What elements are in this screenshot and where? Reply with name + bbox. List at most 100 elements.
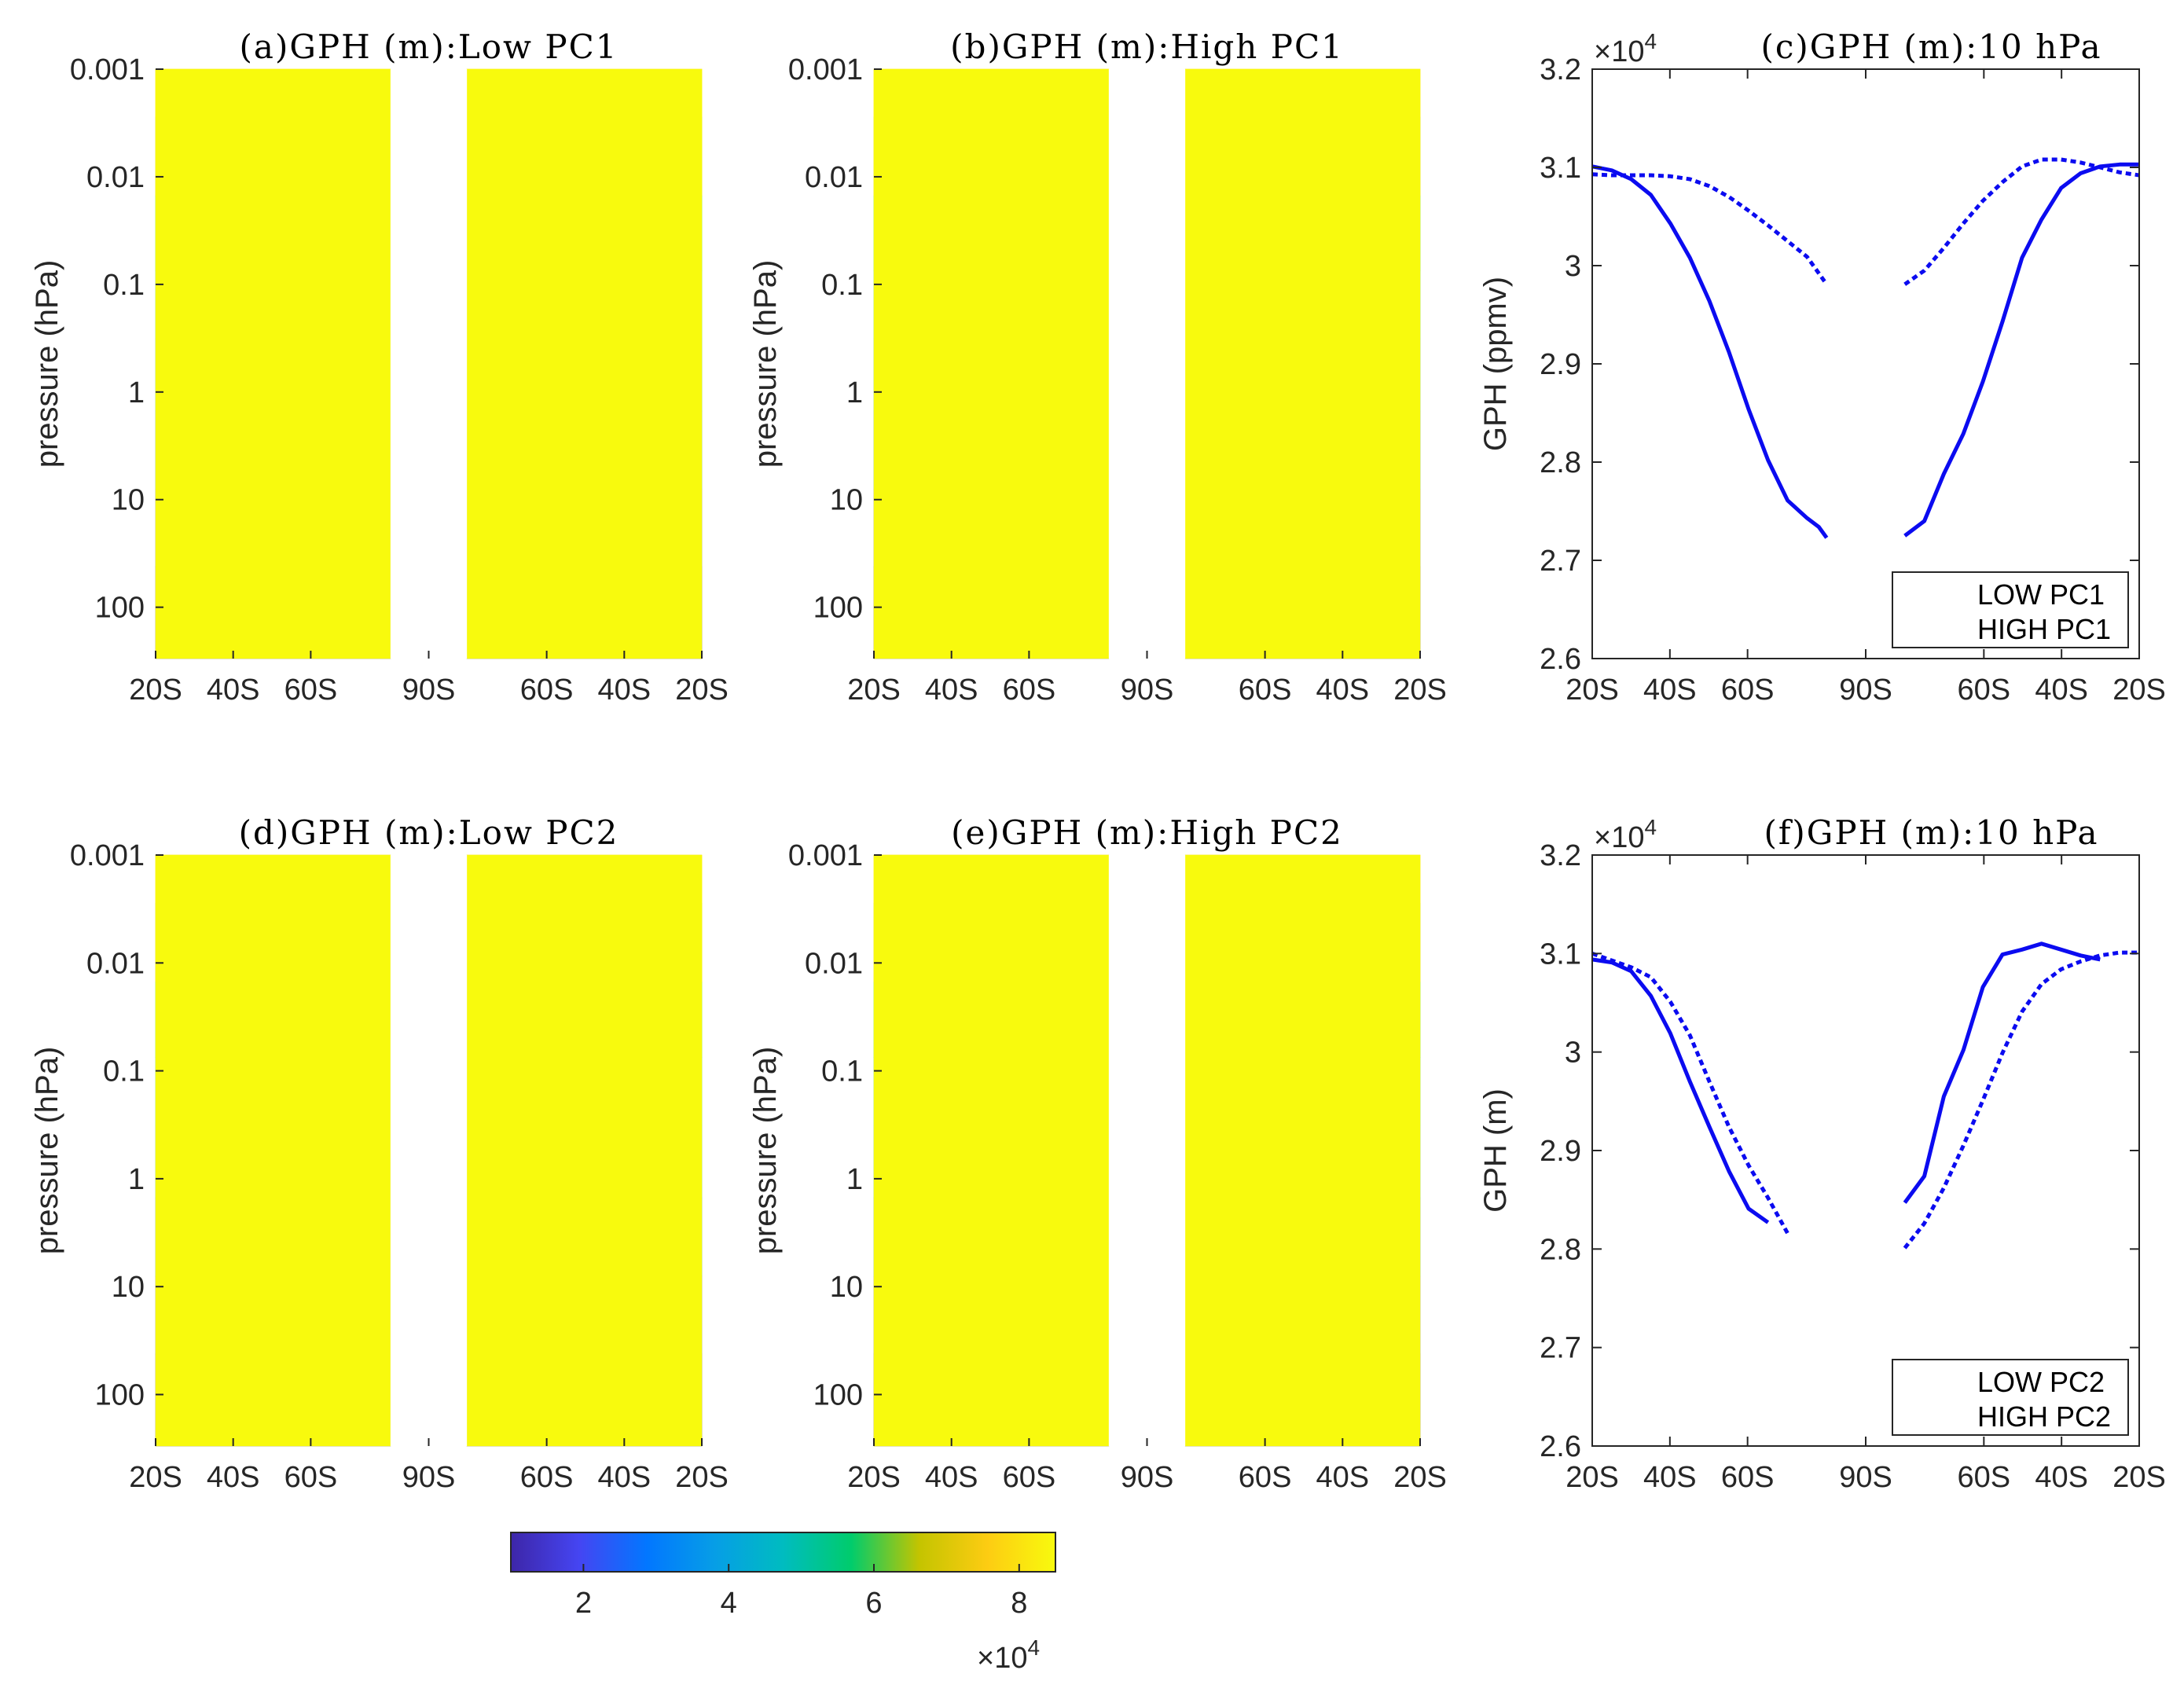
- polar-gap-b: [1108, 69, 1186, 659]
- colorbar-exponent: ×104: [977, 1635, 1040, 1675]
- y-tick-label-f: 2.8: [1540, 1233, 1581, 1266]
- contour-band-a-1-8: [466, 68, 703, 659]
- legend-label-1: HIGH PC2: [1977, 1400, 2111, 1433]
- y-tick-label-e: 10: [830, 1271, 863, 1304]
- series-low-pc1-right: [1903, 157, 2140, 286]
- exponent-power: 4: [1644, 29, 1657, 53]
- y-axis-label-c: GPH (ppmv): [1478, 277, 1513, 451]
- panel-title-c: (c)GPH (m):10 hPa: [1760, 28, 2101, 66]
- legend-box-c: [1892, 571, 2129, 648]
- panel-title-d: (d)GPH (m):Low PC2: [239, 813, 619, 852]
- x-tick-label-b: 40S: [925, 674, 978, 707]
- contour-band-d-0-8: [155, 854, 391, 1447]
- x-tick-label-a: 20S: [675, 674, 729, 707]
- x-tick-label-f: 40S: [2035, 1461, 2088, 1494]
- y-tick-label-a: 0.001: [70, 53, 145, 86]
- x-tick-label-b: 60S: [1003, 674, 1056, 707]
- x-tick-label-b: 20S: [1393, 674, 1447, 707]
- colorbar: 2 4 6 8 ×104: [510, 1532, 1056, 1675]
- y-tick-label-d: 1: [128, 1163, 145, 1196]
- y-tick-label-b: 10: [830, 484, 863, 517]
- y-tick-label-f: 2.7: [1540, 1332, 1581, 1365]
- contour-fills: [155, 68, 1421, 1447]
- series-high-pc1-left: [1591, 164, 1829, 539]
- contour-band-e-0-8: [873, 854, 1110, 1447]
- colorbar-tick-label: 8: [1011, 1587, 1027, 1620]
- y-exponent-f: ×104: [1594, 815, 1657, 854]
- legend-box-f: [1892, 1359, 2129, 1436]
- x-tick-label-d: 90S: [402, 1461, 456, 1494]
- y-tick-label-e: 100: [813, 1378, 863, 1411]
- x-tick-label-d: 60S: [520, 1461, 574, 1494]
- panel-title-e: (e)GPH (m):High PC2: [951, 813, 1343, 852]
- series-low-pc1-left: [1591, 172, 1829, 286]
- x-tick-label-f: 40S: [1643, 1461, 1697, 1494]
- y-tick-label-a: 0.1: [103, 269, 145, 302]
- y-tick-label-a: 1: [128, 376, 145, 409]
- x-tick-label-d: 20S: [129, 1461, 182, 1494]
- y-tick-label-f: 3.1: [1540, 938, 1581, 971]
- contour-band-d-1-8: [466, 854, 703, 1447]
- x-tick-label-c: 60S: [1721, 674, 1775, 707]
- y-tick-label-a: 0.01: [86, 161, 145, 194]
- y-tick-label-e: 0.1: [821, 1055, 863, 1088]
- series-low-pc2-left: [1591, 951, 1789, 1235]
- colorbar-bar: [510, 1532, 1056, 1573]
- x-tick-label-a: 20S: [129, 674, 182, 707]
- panel-title-f: (f)GPH (m):10 hPa: [1764, 813, 2098, 852]
- x-tick-label-b: 40S: [1316, 674, 1369, 707]
- series-high-pc1-right: [1903, 162, 2139, 538]
- contour-band-b-0-8: [873, 68, 1110, 659]
- y-tick-label-c: 3.1: [1540, 152, 1581, 185]
- y-tick-label-e: 0.001: [788, 839, 863, 872]
- exponent-power: 4: [1644, 815, 1657, 839]
- series-low-pc2-right: [1903, 950, 2139, 1250]
- contour-band-e-1-8: [1184, 854, 1421, 1447]
- x-tick-label-c: 90S: [1839, 674, 1892, 707]
- colorbar-tick-label: 6: [865, 1587, 882, 1620]
- panel-title-a: (a)GPH (m):Low PC1: [240, 28, 618, 66]
- y-tick-label-e: 1: [846, 1163, 863, 1196]
- y-tick-label-f: 3.2: [1540, 839, 1581, 872]
- y-tick-label-c: 2.6: [1540, 643, 1581, 676]
- x-tick-label-a: 60S: [284, 674, 338, 707]
- x-tick-label-d: 40S: [597, 1461, 651, 1494]
- series-high-pc2-right: [1903, 941, 2101, 1204]
- x-tick-label-b: 90S: [1121, 674, 1174, 707]
- y-tick-label-b: 0.1: [821, 269, 863, 302]
- x-tick-label-f: 20S: [2112, 1461, 2166, 1494]
- exponent-power: 4: [1027, 1635, 1040, 1660]
- y-tick-label-e: 0.01: [805, 947, 863, 980]
- series-high-pc2-left: [1591, 957, 1770, 1224]
- polar-gap-d: [390, 855, 468, 1446]
- y-exponent-c: ×104: [1594, 29, 1657, 68]
- y-tick-label-b: 1: [846, 376, 863, 409]
- y-tick-label-f: 2.6: [1540, 1430, 1581, 1463]
- x-tick-label-a: 40S: [597, 674, 651, 707]
- y-tick-label-a: 100: [95, 592, 145, 625]
- y-axis-label-b: pressure (hPa): [748, 260, 783, 468]
- y-tick-label-f: 2.9: [1540, 1135, 1581, 1168]
- y-tick-label-d: 10: [112, 1271, 145, 1304]
- legend-label-0: LOW PC1: [1977, 578, 2105, 611]
- y-tick-label-d: 0.1: [103, 1055, 145, 1088]
- x-tick-label-e: 40S: [925, 1461, 978, 1494]
- y-tick-label-c: 3.2: [1540, 53, 1581, 86]
- x-tick-label-e: 40S: [1316, 1461, 1369, 1494]
- colorbar-tick-label: 4: [721, 1587, 737, 1620]
- y-axis-label-f: GPH (m): [1478, 1088, 1513, 1213]
- y-tick-label-b: 100: [813, 592, 863, 625]
- legend-label-1: HIGH PC1: [1977, 613, 2111, 645]
- y-axis-label-a: pressure (hPa): [30, 260, 64, 468]
- contour-band-a-0-8: [155, 68, 391, 659]
- y-tick-label-d: 0.01: [86, 947, 145, 980]
- line-plots: [1591, 157, 2140, 1419]
- legend-label-0: LOW PC2: [1977, 1366, 2105, 1398]
- x-tick-label-c: 60S: [1958, 674, 2011, 707]
- y-tick-label-c: 2.8: [1540, 446, 1581, 479]
- y-axis-label-d: pressure (hPa): [30, 1047, 64, 1255]
- x-tick-label-e: 60S: [1003, 1461, 1056, 1494]
- x-tick-label-c: 40S: [2035, 674, 2088, 707]
- y-tick-label-b: 0.01: [805, 161, 863, 194]
